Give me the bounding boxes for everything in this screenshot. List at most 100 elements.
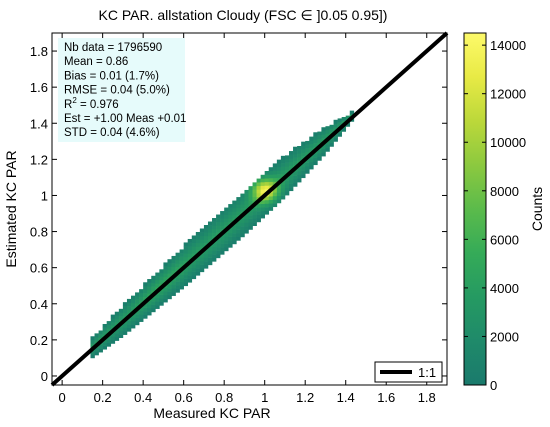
heatmap-cell xyxy=(183,267,189,272)
heatmap-cell xyxy=(284,155,290,160)
heatmap-cell xyxy=(163,287,168,292)
heatmap-cell xyxy=(268,174,274,179)
heatmap-cell xyxy=(110,339,116,344)
heatmap-cell xyxy=(240,229,245,234)
heatmap-cell xyxy=(155,301,160,306)
heatmap-cell xyxy=(147,282,152,287)
heatmap-cell xyxy=(289,161,294,166)
heatmap-cell xyxy=(293,182,298,187)
heatmap-cell xyxy=(232,229,237,234)
heatmap-cell xyxy=(252,196,257,201)
heatmap-cell xyxy=(175,288,180,293)
heatmap-cell xyxy=(297,171,302,176)
heatmap-cell xyxy=(236,229,241,234)
heatmap-cell xyxy=(195,250,201,254)
heatmap-cell xyxy=(280,181,286,186)
heatmap-cell xyxy=(321,145,326,150)
heatmap-cell xyxy=(317,153,322,158)
heatmap-cell xyxy=(122,302,128,307)
heatmap-cell xyxy=(317,135,322,140)
heatmap-cell xyxy=(110,318,116,323)
heatmap-cell xyxy=(207,254,213,258)
heatmap-cell xyxy=(90,350,95,355)
heatmap-cell xyxy=(240,222,245,227)
heatmap-cell xyxy=(244,204,249,209)
heatmap-cell xyxy=(203,235,209,240)
heatmap-cell xyxy=(260,185,265,190)
heatmap-cell xyxy=(167,288,172,292)
legend-label-1to1: 1:1 xyxy=(418,365,436,380)
heatmap-cell xyxy=(143,311,148,316)
heatmap-cell xyxy=(147,311,152,316)
heatmap-cell xyxy=(297,149,302,154)
heatmap-cell xyxy=(135,303,140,308)
heatmap-cell xyxy=(175,274,180,279)
heatmap-cell xyxy=(167,295,172,300)
heatmap-cell xyxy=(333,123,338,128)
heatmap-cell xyxy=(131,299,136,304)
heatmap-cell xyxy=(191,253,197,258)
heatmap-cell xyxy=(183,253,189,258)
heatmap-cell xyxy=(309,165,314,170)
heatmap-cell xyxy=(187,246,193,251)
heatmap-cell xyxy=(236,204,241,209)
heatmap-cell xyxy=(191,246,197,251)
heatmap-cell xyxy=(228,236,233,241)
heatmap-cell xyxy=(118,326,124,331)
heatmap-cell xyxy=(240,208,245,212)
heatmap-cell xyxy=(228,207,233,212)
heatmap-cell xyxy=(272,163,278,168)
heatmap-cell xyxy=(280,173,286,178)
heatmap-cell xyxy=(289,179,294,184)
y-tick-label: 1 xyxy=(41,188,48,203)
heatmap-cell xyxy=(305,140,310,145)
heatmap-cell xyxy=(179,278,184,283)
heatmap-cell xyxy=(293,146,298,151)
heatmap-cell xyxy=(199,253,205,258)
heatmap-cell xyxy=(139,296,144,301)
heatmap-cell xyxy=(272,199,278,204)
heatmap-cell xyxy=(264,199,270,204)
heatmap-cell xyxy=(98,334,103,339)
heatmap-cell xyxy=(256,182,261,187)
heatmap-cell xyxy=(309,154,314,159)
heatmap-cell xyxy=(232,240,237,245)
heatmap-cell xyxy=(284,162,290,167)
heatmap-cell xyxy=(139,307,144,312)
heatmap-cell xyxy=(216,225,221,230)
heatmap-cell xyxy=(106,328,112,333)
heatmap-cell xyxy=(228,240,233,245)
heatmap-cell xyxy=(220,247,225,252)
heatmap-cell xyxy=(126,324,132,329)
heatmap-cell xyxy=(183,278,189,283)
heatmap-cell xyxy=(240,200,245,205)
heatmap-cell xyxy=(280,159,286,164)
heatmap-cell xyxy=(187,278,193,283)
heatmap-cell xyxy=(118,316,124,320)
heatmap-cell xyxy=(199,246,205,251)
heatmap-cell xyxy=(207,225,213,230)
heatmap-cell xyxy=(337,122,342,126)
heatmap-cell xyxy=(151,297,156,302)
heatmap-cell xyxy=(199,264,205,269)
heatmap-cell xyxy=(268,203,274,208)
plot-frame xyxy=(51,32,448,386)
heatmap-cell xyxy=(167,259,172,264)
heatmap-cell xyxy=(325,133,330,138)
heatmap-cell xyxy=(114,333,120,338)
heatmap-cell xyxy=(216,250,221,255)
colorbar-tick-label: 2000 xyxy=(490,329,519,344)
y-tick-label: 1.2 xyxy=(30,152,48,167)
heatmap-cell xyxy=(126,306,132,311)
heatmap-cell xyxy=(240,233,245,238)
heatmap-cell xyxy=(248,186,253,191)
heatmap-cell xyxy=(195,235,201,240)
legend: 1:1 xyxy=(374,361,443,383)
heatmap-cell xyxy=(301,166,306,171)
heatmap-cell xyxy=(122,331,128,335)
heatmap-cell xyxy=(329,128,334,133)
heatmap-cell xyxy=(163,294,168,299)
heatmap-cell xyxy=(240,204,245,209)
heatmap-cell xyxy=(256,214,261,219)
heatmap-cell xyxy=(159,298,164,303)
